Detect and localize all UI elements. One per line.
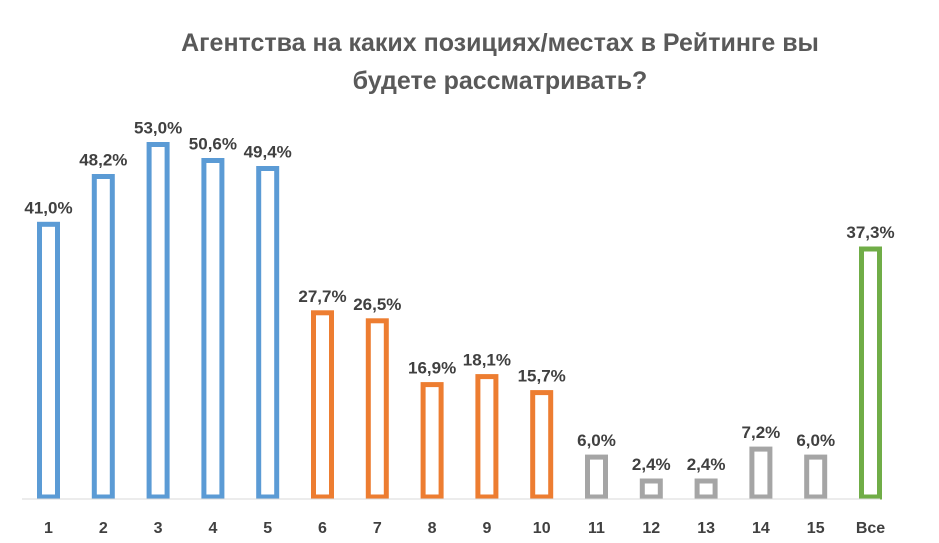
chart-title: Агентства на каких позициях/местах в Рей… [100,24,900,100]
value-label-3: 53,0% [134,119,182,138]
bar-4 [201,158,225,500]
bar-5 [256,166,280,500]
category-tick-3: 3 [154,520,163,537]
value-label-13: 2,4% [687,455,726,474]
bar-1 [37,221,60,500]
category-tick-9: 9 [482,520,491,537]
value-label-11: 6,0% [577,431,616,450]
category-tick-Все: Все [856,520,885,537]
value-label-15: 6,0% [796,431,835,450]
value-label-7: 26,5% [353,295,401,314]
category-tick-4: 4 [208,520,217,537]
bar-2 [91,174,115,500]
value-labels-group: 41,0% 48,2% 53,0% 50,6% 49,4% 27,7% 26,5% 16,9%… [24,119,894,475]
bar-13 [694,478,718,500]
value-label-12: 2,4% [632,455,671,474]
value-label-Все: 37,3% [846,223,894,242]
bar-8 [420,382,444,500]
bar-10 [530,390,554,500]
category-tick-8: 8 [428,520,437,537]
category-tick-12: 12 [642,520,660,537]
category-tick-11: 11 [588,520,605,537]
value-label-2: 48,2% [79,151,127,170]
value-label-14: 7,2% [742,423,781,442]
category-tick-7: 7 [373,520,382,537]
chart-title-line-1: Агентства на каких позициях/местах в Рей… [181,29,819,57]
category-tick-13: 13 [697,520,715,537]
category-tick-10: 10 [533,520,551,537]
category-tick-1: 1 [44,520,53,537]
bar-9 [475,374,499,500]
category-tick-14: 14 [752,520,770,537]
bar-Все [859,246,882,500]
value-label-1: 41,0% [24,198,72,217]
value-label-4: 50,6% [189,135,237,154]
bar-14 [749,446,773,500]
value-label-10: 15,7% [518,367,566,386]
bar-12 [639,478,663,500]
category-tick-15: 15 [807,520,825,537]
bar-7 [365,318,389,500]
chart-title-line-2: будете рассматривать? [352,67,648,95]
bar-11 [585,454,608,500]
value-label-6: 27,7% [298,287,346,306]
category-tick-5: 5 [263,520,272,537]
value-label-9: 18,1% [463,351,511,370]
value-label-5: 49,4% [244,143,292,162]
bar-3 [146,142,170,500]
category-tick-2: 2 [99,520,108,537]
category-tick-6: 6 [318,520,327,537]
value-label-8: 16,9% [408,359,456,378]
bar-15 [804,454,828,500]
category-ticks-group: 1 2 3 4 5 6 7 8 9 10 11 12 13 14 15 Все [44,520,885,537]
bars-group [37,142,882,500]
bar-6 [311,310,334,500]
